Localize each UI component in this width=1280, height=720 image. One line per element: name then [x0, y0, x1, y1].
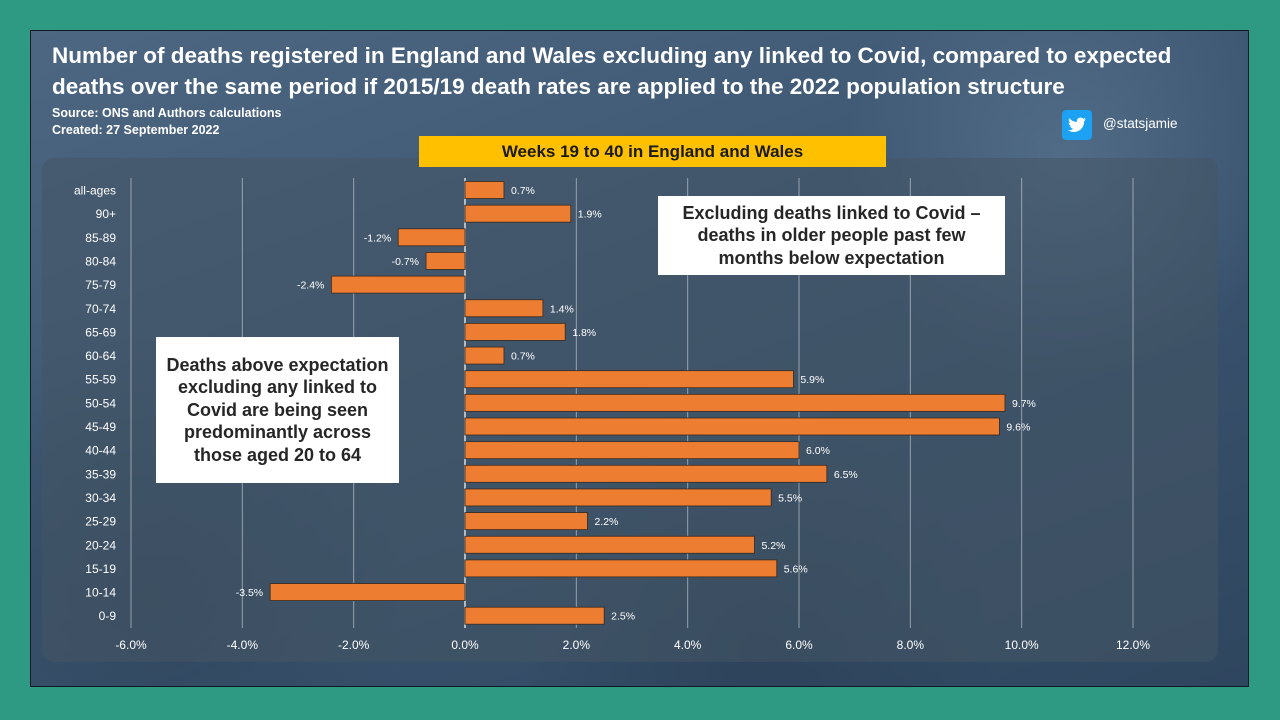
bar — [464, 370, 794, 389]
bar — [397, 228, 466, 247]
category-label: 10-14 — [85, 586, 116, 600]
bar — [464, 417, 1000, 436]
x-tick-label: 8.0% — [897, 638, 925, 652]
bar — [464, 535, 755, 554]
bar — [464, 464, 828, 483]
value-label: 9.6% — [1006, 422, 1030, 434]
value-label: 1.9% — [578, 209, 602, 221]
bar — [269, 583, 466, 601]
x-tick-label: 6.0% — [785, 638, 813, 652]
value-label: -0.7% — [392, 256, 419, 268]
category-label: 85-89 — [85, 231, 116, 245]
value-label: 5.9% — [800, 374, 824, 386]
category-label: 20-24 — [85, 538, 116, 552]
category-label: 50-54 — [85, 396, 116, 410]
value-label: 2.2% — [594, 516, 618, 528]
bar — [464, 488, 772, 507]
x-tick-label: -6.0% — [115, 638, 147, 652]
callout-older-people: Excluding deaths linked to Covid – death… — [658, 196, 1005, 275]
category-label: 35-39 — [85, 467, 116, 481]
value-label: -1.2% — [364, 232, 391, 244]
category-label: all-ages — [74, 184, 116, 198]
value-label: 5.5% — [778, 492, 802, 504]
chart-title: Number of deaths registered in England a… — [52, 43, 1172, 99]
value-label: 6.0% — [806, 445, 830, 457]
value-label: 1.8% — [572, 327, 596, 339]
x-tick-label: 10.0% — [1005, 638, 1039, 652]
category-label: 30-34 — [85, 491, 116, 505]
value-label: 0.7% — [511, 185, 535, 197]
bar — [464, 322, 566, 341]
category-label: 75-79 — [85, 278, 116, 292]
bar — [464, 181, 505, 199]
bar — [464, 512, 588, 530]
category-label: 70-74 — [85, 302, 116, 316]
x-tick-label: -2.0% — [338, 638, 370, 652]
value-label: 9.7% — [1012, 398, 1036, 410]
category-label: 45-49 — [85, 420, 116, 434]
category-label: 15-19 — [85, 562, 116, 576]
chart-subtitle: Weeks 19 to 40 in England and Wales — [419, 136, 886, 167]
category-label: 60-64 — [85, 349, 116, 363]
x-tick-label: 12.0% — [1116, 638, 1150, 652]
bar — [464, 559, 778, 578]
bar — [464, 346, 505, 365]
value-label: 2.5% — [611, 611, 635, 623]
twitter-handle: @statsjamie — [1103, 116, 1178, 131]
x-tick-label: -4.0% — [227, 638, 259, 652]
category-label: 65-69 — [85, 325, 116, 339]
x-tick-label: 2.0% — [563, 638, 591, 652]
created-date: Created: 27 September 2022 — [52, 123, 220, 137]
x-tick-label: 0.0% — [451, 638, 479, 652]
bar — [464, 204, 572, 223]
bar — [464, 441, 800, 460]
category-label: 40-44 — [85, 444, 116, 458]
category-label: 25-29 — [85, 515, 116, 529]
x-tick-label: 4.0% — [674, 638, 702, 652]
bar — [425, 252, 466, 270]
bar — [464, 606, 605, 625]
category-label: 80-84 — [85, 254, 116, 268]
value-label: 5.6% — [784, 563, 808, 575]
twitter-bird-icon — [1062, 110, 1092, 140]
source-note: Source: ONS and Authors calculations — [52, 106, 282, 120]
bar — [330, 275, 466, 294]
category-label: 55-59 — [85, 373, 116, 387]
category-label: 0-9 — [99, 609, 117, 623]
bar — [464, 299, 544, 318]
value-label: -3.5% — [236, 587, 263, 599]
callout-working-age: Deaths above expectation excluding any l… — [156, 337, 399, 483]
category-label: 90+ — [96, 207, 116, 221]
value-label: 0.7% — [511, 351, 535, 363]
bar — [464, 393, 1006, 412]
value-label: -2.4% — [297, 280, 324, 292]
value-label: 6.5% — [834, 469, 858, 481]
value-label: 5.2% — [761, 540, 785, 552]
value-label: 1.4% — [550, 303, 574, 315]
